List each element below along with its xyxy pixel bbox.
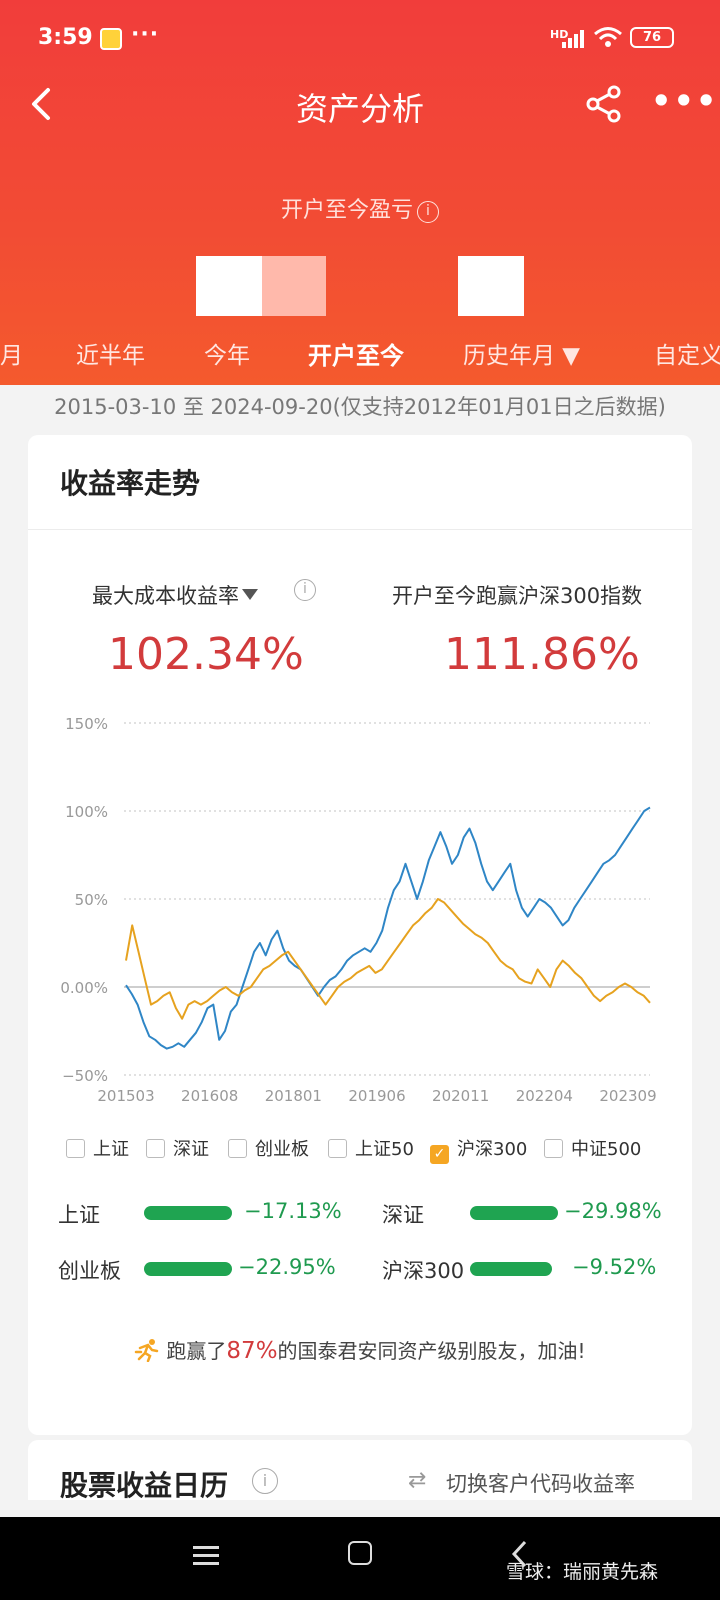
x-tick-label: 202309 xyxy=(599,1087,656,1105)
home-icon[interactable] xyxy=(348,1541,372,1565)
runner-icon xyxy=(135,1339,159,1362)
index-value: −22.95% xyxy=(238,1255,336,1279)
switch-icon[interactable]: ⇄ xyxy=(408,1468,427,1493)
nav-bar: 资产分析 ••• xyxy=(0,78,720,132)
checkbox-checked-icon: ✓ xyxy=(430,1145,449,1164)
index-name: 沪深300 xyxy=(382,1259,465,1283)
y-tick-label: −50% xyxy=(62,1067,108,1085)
system-nav-bar: 雪球：瑞丽黄先森 xyxy=(0,1517,720,1600)
outperform-label: 开户至今跑赢沪深300指数 xyxy=(392,584,643,608)
legend-item-sz50[interactable]: 上证50 xyxy=(328,1135,414,1161)
ranking-percent: 87% xyxy=(226,1338,278,1364)
caret-down-icon xyxy=(242,589,258,600)
recent-apps-icon[interactable] xyxy=(193,1545,219,1567)
hd-label: HD xyxy=(550,28,569,41)
x-tick-label: 202204 xyxy=(516,1087,573,1105)
watermark: 雪球：瑞丽黄先森 xyxy=(506,1561,659,1583)
series-line-hs300 xyxy=(125,898,651,1020)
outperform-value: 111.86% xyxy=(444,629,640,680)
legend-label: 上证 xyxy=(93,1139,129,1160)
legend-label: 沪深300 xyxy=(457,1139,528,1160)
tab-half-year[interactable]: 近半年 xyxy=(76,343,145,369)
signal-icon xyxy=(562,30,584,48)
ranking-text: 跑赢了87%的国泰君安同资产级别股友，加油! xyxy=(28,1335,692,1364)
ranking-prefix: 跑赢了 xyxy=(166,1339,227,1363)
checkbox-icon xyxy=(66,1139,85,1158)
battery-level: 76 xyxy=(642,30,662,45)
index-value: −29.98% xyxy=(564,1199,662,1223)
legend-item-sz[interactable]: 深证 xyxy=(146,1135,209,1161)
index-value: −9.52% xyxy=(572,1255,657,1279)
x-tick-label: 201906 xyxy=(348,1087,405,1105)
legend-label: 深证 xyxy=(173,1139,209,1160)
profit-loss-label: 开户至今盈亏 i xyxy=(0,192,720,224)
battery-icon: 76 xyxy=(630,27,674,48)
period-tabs: 月 近半年 今年 开户至今 历史年月 ▼ 自定义 xyxy=(0,330,720,380)
info-icon[interactable]: i xyxy=(417,201,439,223)
y-tick-label: 150% xyxy=(65,715,108,733)
index-bar xyxy=(470,1206,558,1220)
return-trend-card: 收益率走势 最大成本收益率 i 开户至今跑赢沪深300指数 102.34% 11… xyxy=(28,435,692,1435)
legend-item-cyb[interactable]: 创业板 xyxy=(228,1135,309,1161)
info-icon[interactable]: i xyxy=(252,1468,278,1494)
return-chart[interactable]: 150% 100% 50% 0.00% −50% 201503 201608 201801 20… xyxy=(28,705,692,1125)
index-bar xyxy=(470,1262,552,1276)
info-icon[interactable]: i xyxy=(294,579,316,601)
index-name: 创业板 xyxy=(58,1259,121,1283)
index-name: 上证 xyxy=(58,1203,100,1227)
metric-label: 最大成本收益率 xyxy=(92,584,239,608)
max-return-value: 102.34% xyxy=(108,629,304,680)
masked-amount-part xyxy=(262,256,326,316)
legend-label: 创业板 xyxy=(255,1139,309,1160)
legend-item-sh[interactable]: 上证 xyxy=(66,1135,129,1161)
checkbox-icon xyxy=(328,1139,347,1158)
tab-since-open[interactable]: 开户至今 xyxy=(308,342,404,370)
tab-this-year[interactable]: 今年 xyxy=(204,343,250,369)
index-bar xyxy=(144,1262,232,1276)
index-name: 深证 xyxy=(382,1203,424,1227)
calendar-title: 股票收益日历 xyxy=(60,1469,229,1502)
status-time: 3:59 xyxy=(38,25,93,50)
switch-client-code-link[interactable]: 切换客户代码收益率 xyxy=(446,1472,635,1496)
status-bar: 3:59 ··· HD 76 xyxy=(0,0,720,78)
page-title: 资产分析 xyxy=(295,90,424,128)
legend-item-zz500[interactable]: 中证500 xyxy=(544,1135,641,1161)
card-title: 收益率走势 xyxy=(60,467,201,500)
calendar-card: 股票收益日历 i ⇄ 切换客户代码收益率 xyxy=(28,1440,692,1502)
share-icon[interactable] xyxy=(584,84,624,124)
more-options-icon[interactable]: ••• xyxy=(651,82,719,120)
tab-month[interactable]: 月 xyxy=(0,343,23,369)
x-tick-label: 201503 xyxy=(97,1087,154,1105)
x-tick-label: 202011 xyxy=(432,1087,489,1105)
profit-loss-label-text: 开户至今盈亏 xyxy=(280,198,413,223)
y-tick-label: 50% xyxy=(75,891,108,909)
back-nav-icon[interactable] xyxy=(510,1539,530,1569)
masked-percent xyxy=(458,256,524,316)
index-value: −17.13% xyxy=(244,1199,342,1223)
y-tick-label: 0.00% xyxy=(60,979,108,997)
back-icon[interactable] xyxy=(26,84,56,124)
y-tick-label: 100% xyxy=(65,803,108,821)
legend-label: 中证500 xyxy=(571,1139,642,1160)
metric-selector[interactable]: 最大成本收益率 xyxy=(92,580,258,610)
date-range: 2015-03-10 至 2024-09-20(仅支持2012年01月01日之后… xyxy=(0,385,720,431)
checkbox-icon xyxy=(228,1139,247,1158)
checkbox-icon xyxy=(146,1139,165,1158)
tab-custom[interactable]: 自定义 xyxy=(654,343,720,369)
more-notifications-icon: ··· xyxy=(131,22,160,47)
legend-label: 上证50 xyxy=(355,1139,414,1160)
x-tick-label: 201608 xyxy=(181,1087,238,1105)
x-tick-label: 201801 xyxy=(265,1087,322,1105)
notification-icon xyxy=(100,28,122,50)
divider xyxy=(28,529,692,530)
legend-item-hs300[interactable]: ✓ 沪深300 xyxy=(430,1135,527,1164)
masked-amount xyxy=(196,256,262,316)
tab-history[interactable]: 历史年月 ▼ xyxy=(463,343,580,369)
header-background: 3:59 ··· HD 76 资产分析 ••• 开户至今盈亏 i xyxy=(0,0,720,385)
checkbox-icon xyxy=(544,1139,563,1158)
ranking-suffix: 的国泰君安同资产级别股友，加油! xyxy=(277,1339,586,1363)
series-line-return xyxy=(125,806,651,1050)
wifi-icon xyxy=(594,27,622,47)
index-bar xyxy=(144,1206,232,1220)
